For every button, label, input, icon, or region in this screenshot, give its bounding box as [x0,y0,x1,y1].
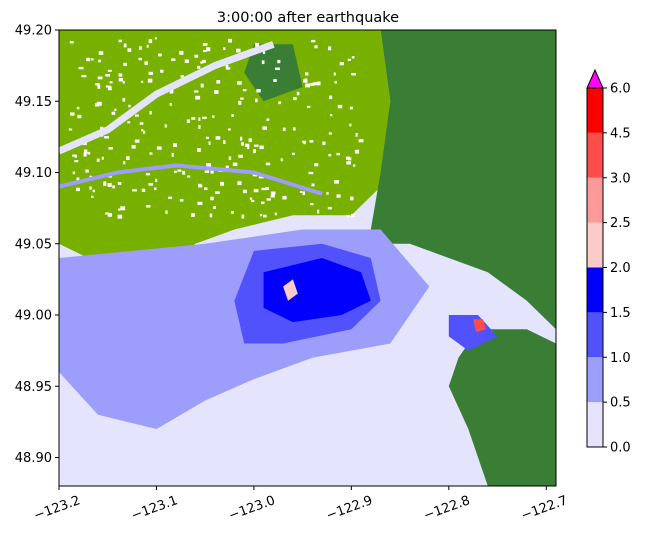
colorbar-bin [587,402,603,447]
region-bay-deep [263,258,371,323]
river-1 [59,41,275,155]
region-upland-northeast [370,30,556,330]
y-axis: 48.90 48.95 49.00 49.05 49.10 49.15 49.20 [15,24,59,466]
chart-title: 3:00:00 after earthquake [217,10,399,26]
x-tick-label: −123.1 [129,493,179,524]
colorbar-tick-label: 4.5 [610,126,631,141]
colorbar-bin [587,132,603,178]
y-tick-label: 49.15 [15,95,52,110]
colorbar-tick-label: 1.0 [610,351,631,366]
colorbar-bin [587,222,603,268]
colorbar-bin [587,177,603,223]
colorbar-tick-label: 6.0 [610,82,631,97]
x-tick-label: −122.7 [519,493,569,524]
urban-speckle [68,37,364,219]
colorbar-tick-label: 2.5 [610,216,631,231]
colorbar-tick-label: 2.0 [610,261,631,276]
y-tick-label: 49.20 [15,24,52,39]
colorbar-tick-label: 1.5 [610,306,631,321]
region-birch-bay-headland [448,329,556,486]
region-bay-hot-spot [283,279,298,301]
region-upland-patch-north [244,44,303,102]
colorbar: 0.0 0.5 1.0 1.5 2.0 2.5 3.0 4.5 6.0 [586,68,631,456]
colorbar-tick-label: 0.0 [610,441,631,456]
region-semiahmoo-mid [448,315,498,351]
colorbar-bin [587,312,603,358]
region-urban-lowland [59,30,401,273]
colorbar-tick-label: 3.0 [610,171,631,186]
region-semiahmoo-hot [473,319,486,333]
x-tick-label: −122.8 [422,493,472,524]
y-tick-label: 49.00 [15,309,52,324]
x-tick-label: −123.0 [227,493,277,524]
colorbar-bin [587,357,603,403]
x-tick-label: −123.2 [32,493,82,524]
colorbar-bin [587,88,603,133]
x-axis: −123.2 −123.1 −123.0 −122.9 −122.8 −122.7 [32,486,570,524]
map-plot-area [59,30,556,486]
plot-frame [58,29,557,487]
y-tick-label: 48.90 [15,451,52,466]
colorbar-extend-arrow [586,68,604,89]
river-channels [59,41,323,196]
y-tick-label: 49.10 [15,166,52,181]
y-tick-label: 49.05 [15,237,52,252]
x-tick-label: −122.9 [324,493,374,524]
colorbar-tick-label: 0.5 [610,396,631,411]
colorbar-bin [587,267,603,313]
y-tick-label: 48.95 [15,380,52,395]
river-2 [59,163,323,196]
